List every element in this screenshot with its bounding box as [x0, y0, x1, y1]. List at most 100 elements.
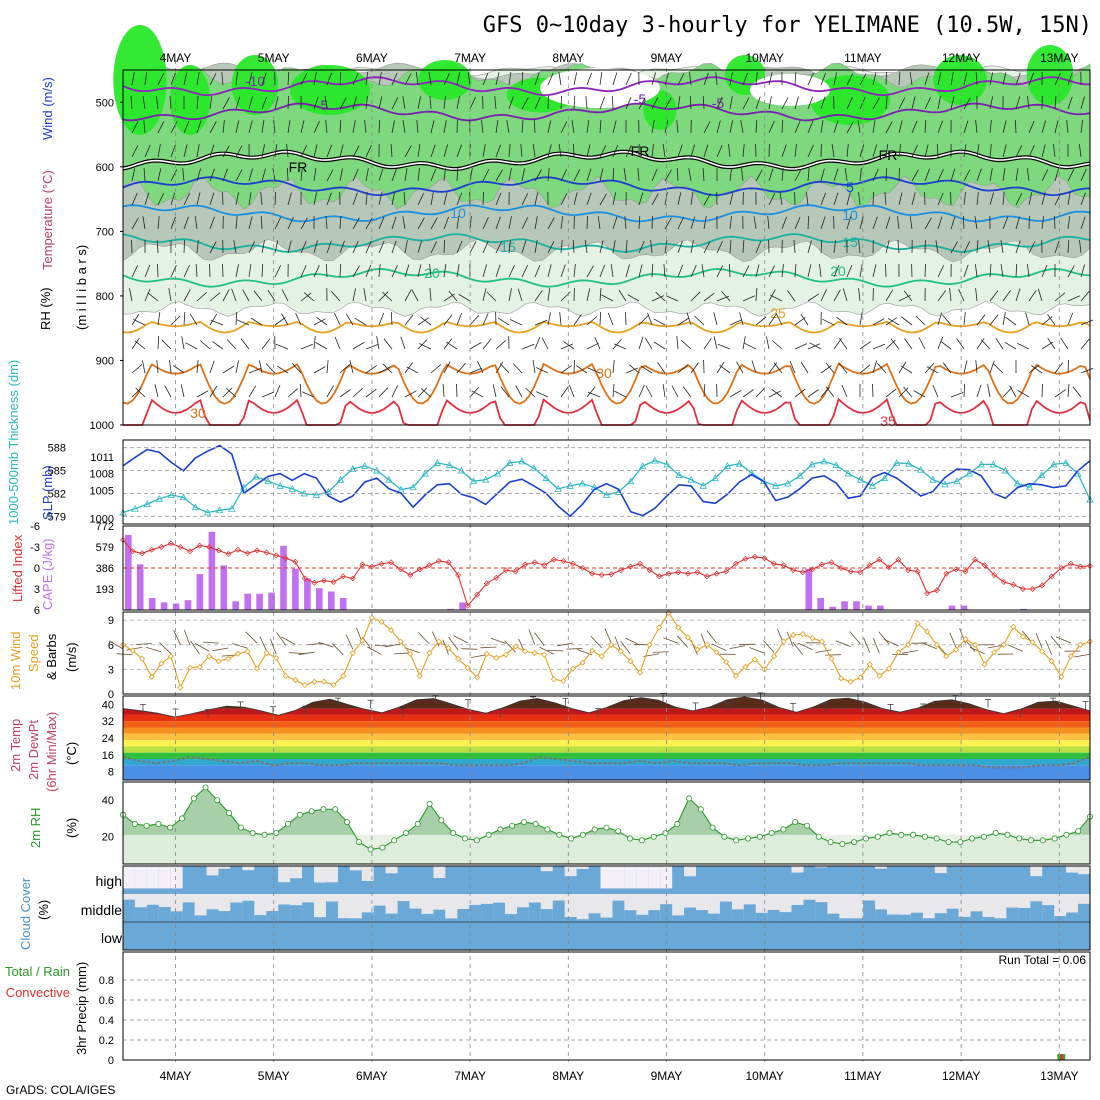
wind-point [426, 649, 433, 657]
rh2m-point [1075, 828, 1082, 835]
barb [196, 192, 201, 206]
lifted-point [340, 573, 347, 580]
barb [742, 389, 754, 398]
barb [143, 167, 146, 182]
barb [662, 144, 666, 158]
rh2m-point [178, 815, 185, 822]
barb [420, 316, 432, 326]
barb [313, 192, 317, 206]
cape-bar [256, 593, 263, 610]
cape-ytick-772: 772 [96, 521, 114, 533]
cape-bar [865, 605, 872, 610]
wind-barb [797, 642, 813, 650]
wind-point [818, 638, 825, 645]
barb [209, 241, 217, 254]
barb [534, 290, 543, 302]
barb [638, 384, 645, 398]
cloud-mid-fill [134, 907, 148, 922]
barb [411, 289, 419, 302]
temp-stripe-10 [123, 765, 1090, 780]
wind-point [972, 641, 979, 648]
cloud-high-cell [851, 866, 864, 894]
barb [416, 120, 419, 134]
barb [482, 338, 492, 350]
cloud-mid-fill [170, 911, 184, 922]
cloud-high-cell [1054, 866, 1067, 894]
cloud-low-cell [445, 922, 458, 950]
rh2m-point [874, 833, 881, 840]
lifted-point [282, 555, 289, 562]
rh2m-point [733, 837, 740, 844]
barb [885, 317, 897, 326]
barb [339, 71, 342, 86]
temp-ylabel-4: (°C) [64, 742, 79, 765]
thickness-point [868, 481, 877, 489]
barb [729, 239, 732, 254]
barb [142, 216, 146, 230]
thickness-point [856, 475, 865, 483]
cloud-low-cell [648, 922, 661, 950]
rh2m-point [509, 822, 516, 829]
barb [1047, 337, 1056, 350]
wind-point [388, 626, 395, 634]
barb [1002, 168, 1006, 182]
barb [154, 384, 159, 398]
cloud-high-cell [875, 866, 888, 894]
barb [587, 391, 601, 398]
thickness-point [1025, 483, 1034, 491]
barb [781, 119, 784, 134]
rh2m-point [497, 826, 504, 833]
thickness-point [820, 457, 828, 465]
temp-max-line [122, 696, 1091, 718]
barb [521, 71, 524, 86]
barb [1028, 145, 1035, 158]
barb [950, 241, 958, 254]
barb [231, 288, 237, 302]
barb [859, 341, 871, 350]
wind-ytick-0: 0 [108, 689, 114, 701]
wind-point [608, 641, 615, 648]
lifted-ylabel: Lifted Index [10, 534, 25, 602]
barb [651, 120, 655, 134]
slp-ylabel: 1000-500mb Thickness (dm) SLP (mb) [6, 360, 55, 525]
barb [248, 120, 253, 134]
cloud-high-cell [731, 866, 745, 894]
barb [677, 96, 681, 110]
rh2m-point [568, 835, 575, 842]
barb [976, 314, 986, 326]
barb [300, 168, 303, 182]
wind-point [435, 638, 443, 645]
barb [521, 265, 528, 278]
barb [209, 96, 213, 110]
barb [560, 291, 571, 302]
barb [260, 215, 263, 230]
barb [768, 193, 776, 206]
temp-stripe-0 [123, 697, 1090, 709]
wind-ytick-9: 9 [108, 615, 114, 627]
barb [885, 240, 890, 254]
barb [560, 343, 574, 350]
barb [300, 145, 308, 158]
cloud-low-cell [134, 922, 148, 950]
thickness-point [602, 491, 611, 498]
barb [325, 120, 328, 134]
precip-ylabel-unit: 3hr Precip (mm) [74, 962, 89, 1055]
wind-point [273, 654, 280, 661]
rh2m-unit: (%) [64, 818, 79, 838]
barb [495, 169, 503, 182]
wind-barb [590, 635, 603, 649]
barb [508, 143, 511, 158]
barb [794, 144, 797, 158]
barb [664, 240, 668, 254]
barb [156, 239, 159, 254]
barb [846, 264, 853, 278]
barb [326, 385, 334, 398]
barb [521, 97, 529, 110]
barb [937, 336, 944, 350]
barb [594, 336, 601, 350]
cloud-high-cell [505, 866, 518, 894]
barb [890, 338, 900, 350]
barb [838, 362, 848, 374]
wind-barb [159, 642, 172, 654]
wind-barb [276, 632, 287, 646]
